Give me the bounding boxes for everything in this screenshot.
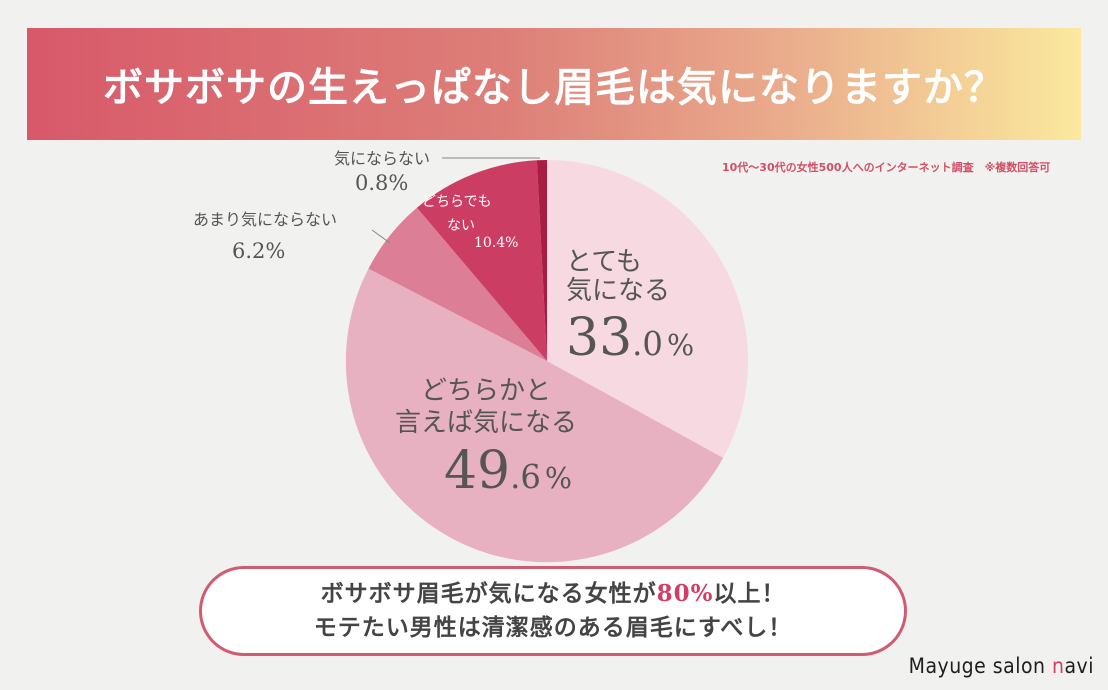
slice-label-1-line-1: 言えば気になる bbox=[395, 408, 577, 438]
survey-note: 10代〜30代の女性500人へのインターネット調査 ※複数回答可 bbox=[722, 161, 1051, 174]
pie-slice-0 bbox=[547, 159, 749, 458]
pie-slice-3 bbox=[416, 160, 547, 361]
slice-label-3-line-1: ない bbox=[447, 218, 475, 234]
leader-line-2 bbox=[371, 229, 391, 244]
slice-label-2: あまり気にならない bbox=[193, 210, 337, 229]
slice-label-4: 気にならない bbox=[334, 149, 430, 168]
pie-slice-2 bbox=[368, 207, 547, 361]
slice-label-0-line-1: 気になる bbox=[566, 276, 670, 306]
slice-label-1-line-0: どちらかと bbox=[421, 376, 551, 406]
callout-line-1: ボサボサ眉毛が気になる女性が80%以上！ bbox=[321, 577, 786, 611]
slice-value-4: 0.8% bbox=[355, 171, 408, 195]
brand-accent: n bbox=[1052, 654, 1065, 678]
callout-line-1-suffix: 以上！ bbox=[713, 580, 786, 607]
brand-logo: Mayuge salon navi bbox=[909, 654, 1094, 678]
slice-value-2: 6.2% bbox=[232, 239, 285, 263]
callout-line-1-text: ボサボサ眉毛が気になる女性が bbox=[320, 580, 657, 607]
chart-title: ボサボサの生えっぱなし眉毛は気になりますか？ bbox=[103, 65, 1005, 111]
title-banner: ボサボサの生えっぱなし眉毛は気になりますか？ bbox=[27, 28, 1081, 140]
brand-main: Mayuge salon bbox=[908, 654, 1052, 678]
callout-highlight: 80% bbox=[656, 580, 714, 607]
pie-slice-4 bbox=[536, 159, 547, 361]
slice-value-3: 10.4% bbox=[474, 235, 518, 251]
slice-label-3-line-0: どちらでも bbox=[422, 194, 492, 210]
slice-value-0: 33.0% bbox=[566, 308, 694, 368]
summary-callout: ボサボサ眉毛が気になる女性が80%以上！ モテたい男性は清潔感のある眉毛にすべし… bbox=[199, 566, 907, 656]
brand-tail: avi bbox=[1064, 654, 1094, 678]
callout-line-2: モテたい男性は清潔感のある眉毛にすべし！ bbox=[313, 614, 793, 641]
slice-label-0-line-0: とても bbox=[566, 247, 642, 277]
slice-value-1: 49.6% bbox=[444, 441, 572, 501]
pie-slice-1 bbox=[345, 268, 724, 563]
